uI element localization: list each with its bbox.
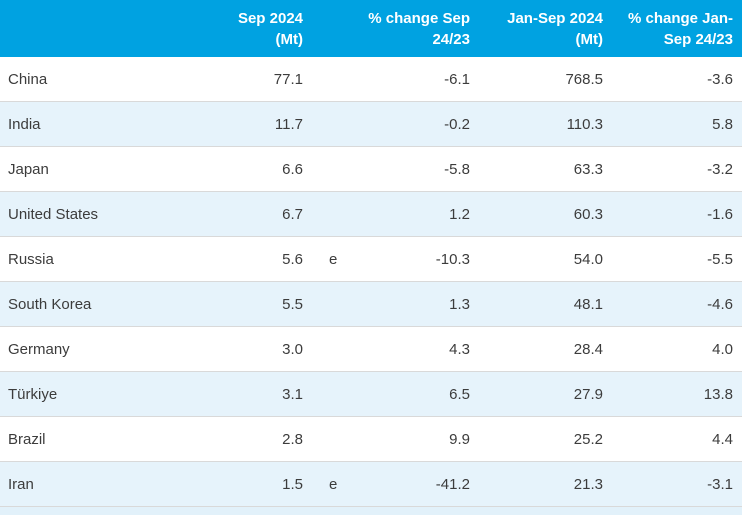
cell-pct-change-jan-sep: 5.8: [603, 101, 742, 147]
header-line: % change Jan-: [627, 9, 733, 27]
cell-jan-sep-2024-mt: 27.9: [470, 371, 603, 417]
cell-sep-2024-mt: 11.7: [140, 101, 303, 147]
cell-country: India: [0, 101, 140, 147]
table-row: India 11.7 -0.2 110.3 5.8: [0, 101, 742, 147]
cell-sep-2024-mt: 2.8: [140, 416, 303, 462]
cell-pct-change-sep: -6.1: [345, 57, 470, 102]
cell-pct-change-jan-sep: 4.4: [603, 416, 742, 462]
cell-jan-sep-2024-mt: 54.0: [470, 236, 603, 282]
cell-pct-change-sep: -41.2: [345, 461, 470, 507]
cell-country: Japan: [0, 146, 140, 192]
cell-country: Iran: [0, 461, 140, 507]
table-row: Brazil 2.8 9.9 25.2 4.4: [0, 416, 742, 462]
header-line: % change Sep: [368, 9, 470, 27]
cell-estimate-flag: [303, 191, 345, 237]
cell-country: Russia: [0, 236, 140, 282]
cell-pct-change-sep: 4.3: [345, 326, 470, 372]
cell-estimate-flag: [303, 371, 345, 417]
column-header-pct-change-sep: % change Sep 24/23: [345, 0, 470, 57]
cell-jan-sep-2024-mt: 768.5: [470, 57, 603, 102]
column-header-sep-2024-mt: Sep 2024 (Mt): [140, 0, 303, 57]
header-line: (Mt): [575, 30, 603, 48]
cell-pct-change-jan-sep: -1.6: [603, 191, 742, 237]
header-row: Sep 2024 (Mt) % change Sep 24/23 Jan-Sep…: [0, 0, 742, 57]
cell-estimate-flag: [303, 416, 345, 462]
cell-sep-2024-mt: 5.5: [140, 281, 303, 327]
cell-pct-change-jan-sep: 4.0: [603, 326, 742, 372]
cell-pct-change-jan-sep: -3.2: [603, 146, 742, 192]
cell-sep-2024-mt: 5.6: [140, 236, 303, 282]
cell-estimate-flag: [303, 281, 345, 327]
cell-jan-sep-2024-mt: 25.2: [470, 416, 603, 462]
cell-pct-change-sep: 1.3: [345, 281, 470, 327]
cell-country: China: [0, 57, 140, 102]
table-body: China 77.1 -6.1 768.5 -3.6 India 11.7 -0…: [0, 57, 742, 507]
cell-country: Türkiye: [0, 371, 140, 417]
cell-pct-change-jan-sep: -4.6: [603, 281, 742, 327]
cell-estimate-flag: e: [303, 461, 345, 507]
bottom-band: [0, 507, 742, 515]
cell-pct-change-sep: 1.2: [345, 191, 470, 237]
cell-country: United States: [0, 191, 140, 237]
header-line: 24/23: [432, 30, 470, 48]
cell-estimate-flag: [303, 101, 345, 147]
table-row: United States 6.7 1.2 60.3 -1.6: [0, 191, 742, 237]
header-line: Jan-Sep 2024: [507, 9, 603, 27]
table-row: South Korea 5.5 1.3 48.1 -4.6: [0, 281, 742, 327]
column-header-jan-sep-2024-mt: Jan-Sep 2024 (Mt): [470, 0, 603, 57]
column-header-country: [0, 0, 140, 57]
cell-estimate-flag: [303, 326, 345, 372]
header-line: Sep 2024: [237, 9, 303, 27]
table-row: Germany 3.0 4.3 28.4 4.0: [0, 326, 742, 372]
cell-jan-sep-2024-mt: 21.3: [470, 461, 603, 507]
cell-sep-2024-mt: 6.7: [140, 191, 303, 237]
cell-jan-sep-2024-mt: 28.4: [470, 326, 603, 372]
cell-pct-change-jan-sep: -5.5: [603, 236, 742, 282]
cell-jan-sep-2024-mt: 60.3: [470, 191, 603, 237]
table-row: Iran 1.5 e -41.2 21.3 -3.1: [0, 461, 742, 507]
cell-sep-2024-mt: 1.5: [140, 461, 303, 507]
header-line: Sep 24/23: [663, 30, 733, 48]
cell-sep-2024-mt: 3.1: [140, 371, 303, 417]
column-header-estimate-flag: [303, 0, 345, 57]
cell-country: South Korea: [0, 281, 140, 327]
cell-pct-change-jan-sep: -3.1: [603, 461, 742, 507]
cell-pct-change-sep: -5.8: [345, 146, 470, 192]
cell-country: Brazil: [0, 416, 140, 462]
cell-country: Germany: [0, 326, 140, 372]
column-header-pct-change-jan-sep: % change Jan- Sep 24/23: [603, 0, 742, 57]
cell-sep-2024-mt: 6.6: [140, 146, 303, 192]
cell-estimate-flag: [303, 146, 345, 192]
cell-pct-change-sep: 9.9: [345, 416, 470, 462]
table-header: Sep 2024 (Mt) % change Sep 24/23 Jan-Sep…: [0, 0, 742, 57]
table-row: Japan 6.6 -5.8 63.3 -3.2: [0, 146, 742, 192]
cell-pct-change-sep: -10.3: [345, 236, 470, 282]
cell-estimate-flag: [303, 57, 345, 102]
cell-jan-sep-2024-mt: 63.3: [470, 146, 603, 192]
header-line: (Mt): [275, 30, 303, 48]
cell-pct-change-jan-sep: -3.6: [603, 57, 742, 102]
cell-pct-change-sep: -0.2: [345, 101, 470, 147]
table-row: Russia 5.6 e -10.3 54.0 -5.5: [0, 236, 742, 282]
table-row: Türkiye 3.1 6.5 27.9 13.8: [0, 371, 742, 417]
cell-estimate-flag: e: [303, 236, 345, 282]
cell-pct-change-jan-sep: 13.8: [603, 371, 742, 417]
cell-jan-sep-2024-mt: 48.1: [470, 281, 603, 327]
table-row: China 77.1 -6.1 768.5 -3.6: [0, 57, 742, 102]
cell-sep-2024-mt: 3.0: [140, 326, 303, 372]
cell-jan-sep-2024-mt: 110.3: [470, 101, 603, 147]
cell-sep-2024-mt: 77.1: [140, 57, 303, 102]
cell-pct-change-sep: 6.5: [345, 371, 470, 417]
